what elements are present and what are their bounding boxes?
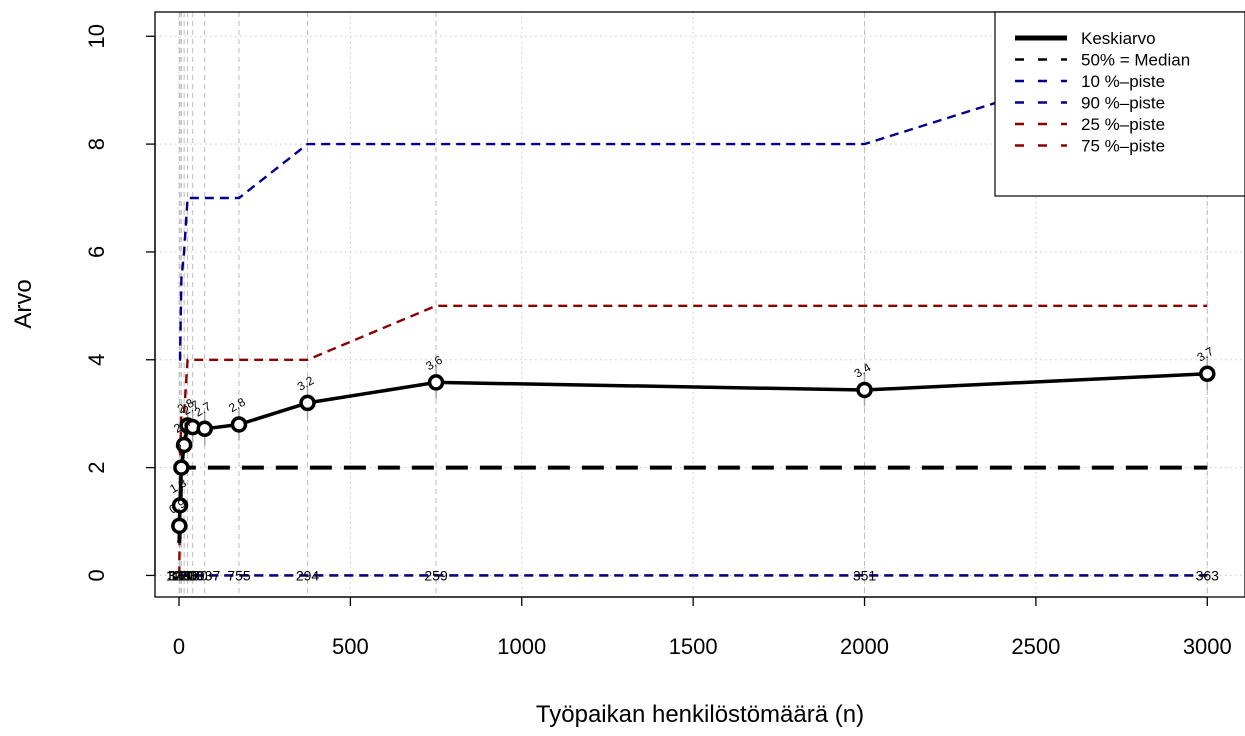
count-label: 1210: [172, 567, 203, 583]
mean-value-label: 2.8: [226, 395, 248, 416]
x-axis-title: Työpaikan henkilöstömäärä (n): [536, 701, 864, 728]
legend-label: Keskiarvo: [1081, 29, 1156, 48]
legend-label: 50% = Median: [1081, 51, 1190, 70]
mean-value-labels: 0.91.322.42.82.72.7 2.83.23.6 3.43.7: [167, 344, 1217, 517]
legend-box: [994, 11, 1245, 197]
median-line: [177, 465, 1208, 544]
mean-point: [173, 459, 190, 476]
x-tick-label: 1000: [497, 634, 546, 659]
count-label: 1130: [178, 567, 208, 583]
y-tick-label: 2: [84, 461, 109, 473]
count-label: 363: [1196, 567, 1220, 583]
x-tick-label: 2000: [840, 634, 889, 659]
x-tick-label: 2500: [1011, 634, 1060, 659]
mean-point: [1199, 365, 1216, 383]
y-tick-label: 6: [84, 246, 109, 258]
x-tick-label: 3000: [1183, 634, 1232, 659]
mean-value-label: 3.2: [295, 373, 317, 394]
p75-line: [178, 304, 1208, 576]
y-tick-label: 8: [84, 138, 109, 150]
mean-point: [230, 416, 248, 433]
count-label: 1037: [189, 567, 220, 583]
mean-value-label: 1.3: [167, 475, 189, 496]
legend: Keskiarvo 50% = Median 10 %–piste 90 %–pist…: [994, 11, 1245, 197]
x-tick-label: 1500: [669, 634, 718, 659]
x-tick-label: 500: [332, 634, 369, 659]
count-label: 351: [853, 567, 877, 583]
mean-point: [171, 517, 188, 535]
legend-label: 75 %–piste: [1081, 137, 1165, 156]
legend-label: 10 %–piste: [1081, 72, 1165, 91]
count-label: 1223: [166, 567, 197, 583]
mean-points: [171, 365, 1216, 535]
legend-label: 90 %–piste: [1081, 94, 1165, 113]
mean-point: [196, 420, 213, 438]
p90-line: [178, 35, 1208, 361]
x-tick-label: 0: [173, 634, 185, 659]
mean-value-label: 3.6: [423, 353, 445, 374]
count-label: 294: [296, 567, 320, 583]
count-label: 259: [424, 567, 448, 583]
legend-label: 25 %–piste: [1081, 115, 1165, 134]
y-tick-label: 4: [84, 354, 109, 366]
y-axis-title: Arvo: [10, 279, 37, 328]
count-label: 329: [168, 567, 192, 583]
mean-value-label: 3.4: [852, 360, 874, 381]
mean-point: [175, 436, 193, 454]
count-label: 1157: [169, 567, 199, 583]
count-label: 347: [168, 567, 192, 583]
mean-point: [856, 381, 873, 399]
mean-point: [171, 497, 189, 514]
y-tick-label: 10: [84, 24, 109, 48]
mean-point: [427, 374, 445, 391]
mean-value-label: 3.7: [1195, 344, 1217, 365]
axes: 0 500 1000 1500 2000 2500 3000 0 2 4 6 8 10: [84, 24, 1232, 659]
mean-point: [299, 394, 316, 412]
count-label: 755: [227, 567, 251, 583]
y-tick-label: 0: [84, 569, 109, 581]
